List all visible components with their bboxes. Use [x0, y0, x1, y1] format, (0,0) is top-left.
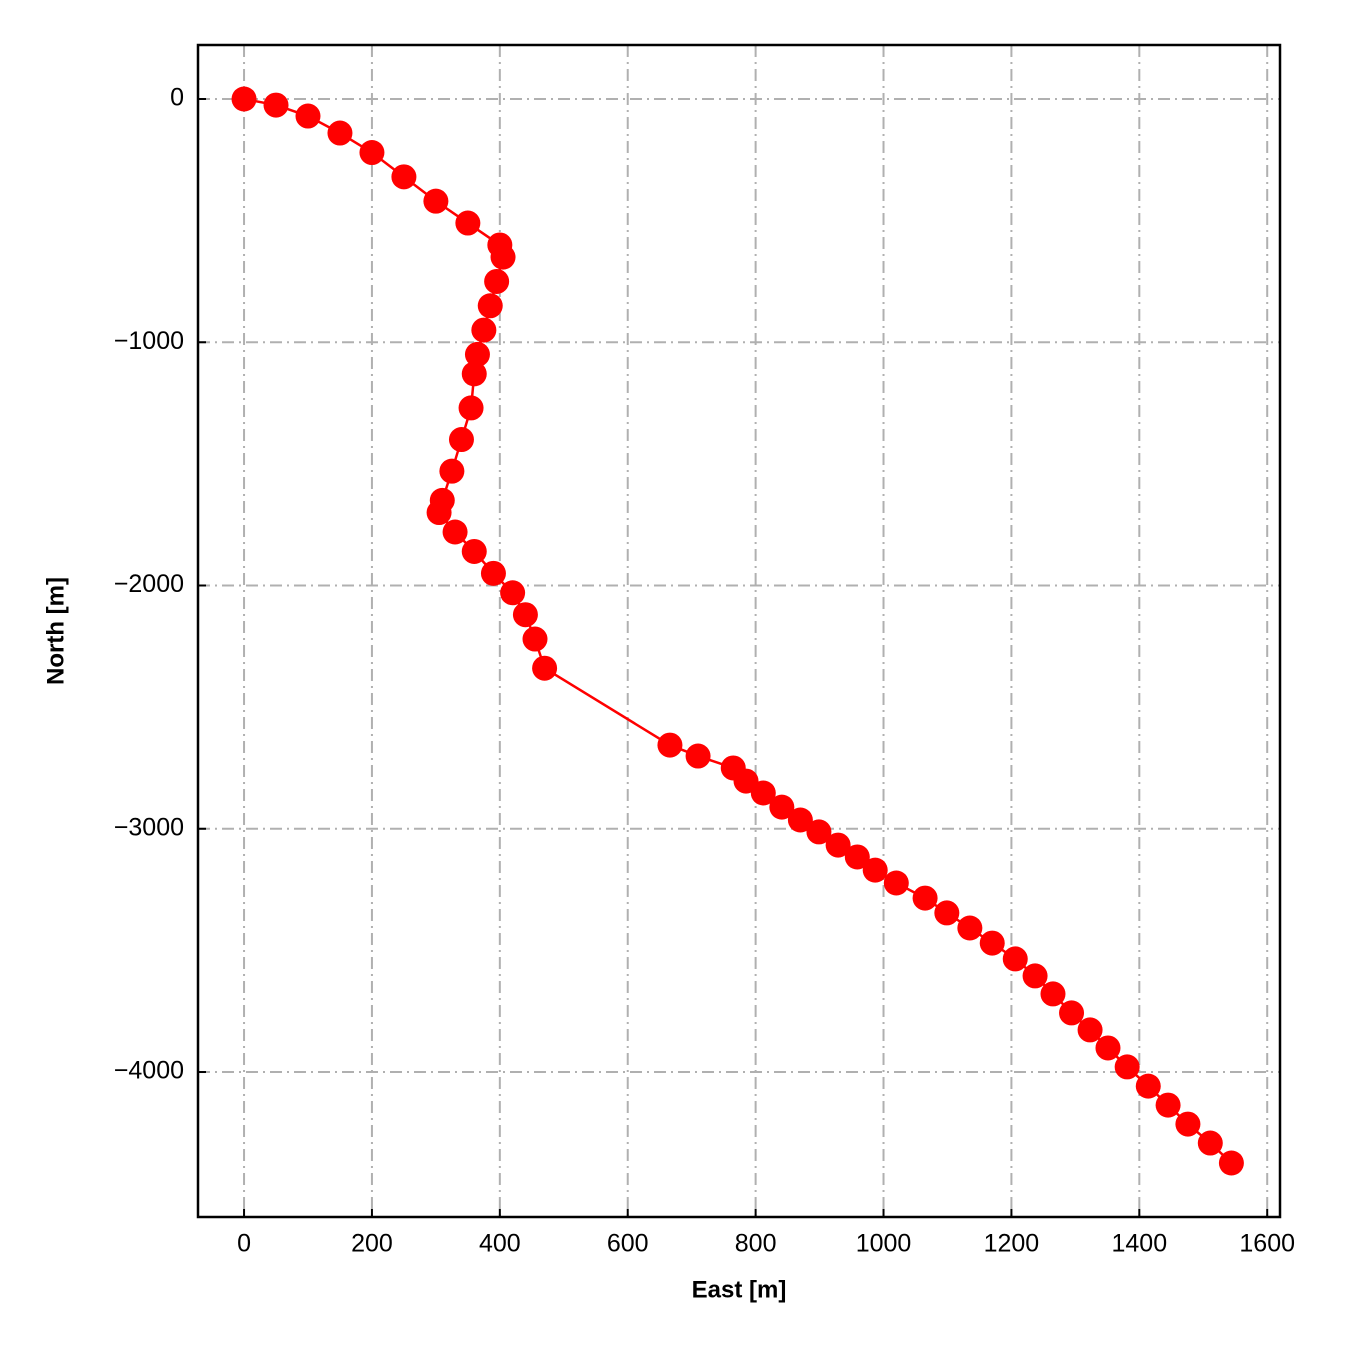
marker: [1155, 1092, 1181, 1118]
marker: [806, 819, 832, 845]
x-tick-label: 1200: [984, 1230, 1040, 1258]
x-tick-label: 1000: [856, 1230, 912, 1258]
y-tick-label: −3000: [114, 813, 184, 841]
marker: [327, 120, 353, 146]
x-tick-label: 600: [607, 1230, 649, 1258]
x-tick-label: 1400: [1112, 1230, 1168, 1258]
marker: [426, 500, 452, 526]
x-tick-label: 800: [735, 1230, 777, 1258]
marker: [1135, 1073, 1161, 1099]
marker: [1040, 981, 1066, 1007]
marker: [512, 602, 538, 628]
marker: [522, 626, 548, 652]
marker: [461, 538, 487, 564]
marker: [500, 580, 526, 606]
marker: [477, 293, 503, 319]
marker: [844, 844, 870, 870]
x-tick-label: 400: [479, 1230, 521, 1258]
marker: [657, 732, 683, 758]
marker: [295, 103, 321, 129]
marker: [1114, 1054, 1140, 1080]
line: [243, 97, 1233, 1164]
marker: [461, 361, 487, 387]
marker: [1002, 946, 1028, 972]
marker: [685, 743, 711, 769]
marker: [490, 244, 516, 270]
x-tick-label: 1600: [1239, 1230, 1295, 1258]
marker: [862, 857, 888, 883]
plot-frame: [196, 43, 1282, 1219]
marker: [439, 458, 465, 484]
marker: [787, 807, 813, 833]
marker: [769, 794, 795, 820]
marker: [480, 560, 506, 586]
marker: [1095, 1035, 1121, 1061]
marker: [391, 164, 417, 190]
marker: [883, 870, 909, 896]
marker: [423, 188, 449, 214]
y-tick-label: −2000: [114, 570, 184, 598]
marker: [1218, 1150, 1244, 1176]
marker: [464, 341, 490, 367]
marker: [263, 92, 289, 118]
x-axis-label: East [m]: [692, 1276, 787, 1303]
marker: [231, 86, 257, 112]
marker: [359, 140, 385, 166]
marker: [1175, 1111, 1201, 1137]
marker: [750, 780, 776, 806]
marker: [825, 832, 851, 858]
marker: [934, 900, 960, 926]
y-tick-label: −4000: [114, 1057, 184, 1085]
marker: [448, 427, 474, 453]
marker: [442, 519, 468, 545]
marker: [979, 930, 1005, 956]
marker: [532, 655, 558, 681]
marker: [471, 317, 497, 343]
marker: [455, 210, 481, 236]
x-tick-label: 0: [237, 1230, 251, 1258]
marker: [1077, 1017, 1103, 1043]
x-tick-label: 200: [351, 1230, 393, 1258]
marker: [458, 395, 484, 421]
y-axis-label: North [m]: [42, 577, 69, 685]
marker: [1022, 963, 1048, 989]
marker: [484, 268, 510, 294]
y-tick-label: 0: [170, 84, 184, 112]
marker: [957, 915, 983, 941]
y-tick-label: −1000: [114, 327, 184, 355]
marker: [912, 885, 938, 911]
marker: [1197, 1130, 1223, 1156]
marker: [1059, 1000, 1085, 1026]
